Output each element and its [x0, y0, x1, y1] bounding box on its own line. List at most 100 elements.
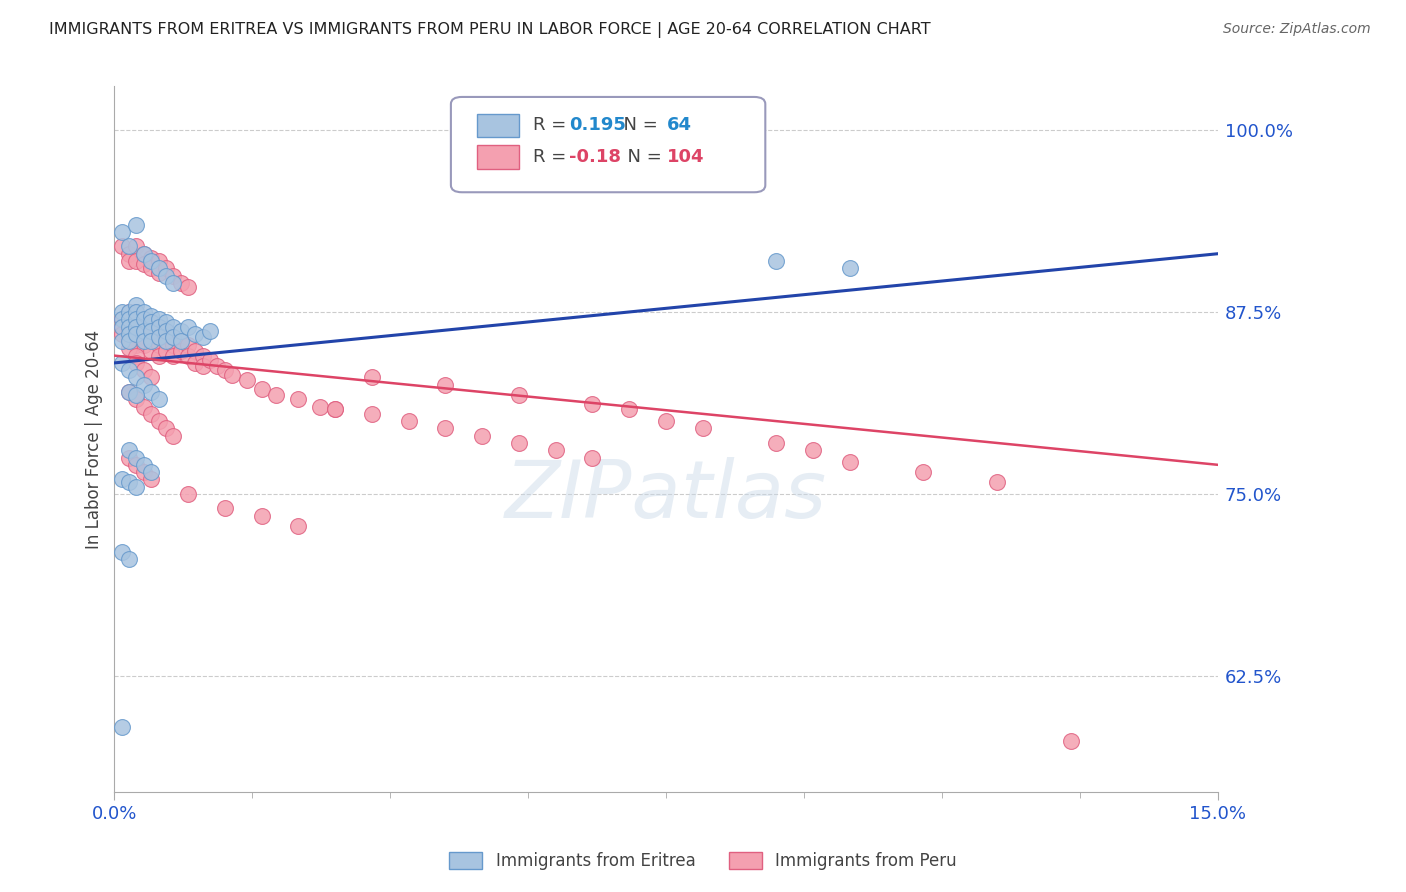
- Point: [118, 312, 141, 326]
- Point: [434, 377, 457, 392]
- Point: [125, 370, 148, 384]
- Point: [111, 334, 134, 348]
- Point: [838, 455, 860, 469]
- Point: [141, 315, 163, 329]
- Point: [132, 377, 155, 392]
- Point: [148, 414, 170, 428]
- Point: [111, 305, 134, 319]
- Point: [111, 319, 134, 334]
- Text: 0.195: 0.195: [569, 116, 626, 134]
- Point: [207, 359, 229, 373]
- Point: [111, 326, 134, 341]
- Point: [141, 261, 163, 276]
- Point: [912, 465, 935, 479]
- Point: [309, 400, 332, 414]
- Point: [118, 239, 141, 253]
- Point: [118, 384, 141, 399]
- Point: [118, 363, 141, 377]
- Point: [118, 246, 141, 260]
- Point: [148, 349, 170, 363]
- Point: [148, 326, 170, 341]
- Text: R =: R =: [533, 116, 571, 134]
- Point: [287, 392, 309, 407]
- Point: [141, 465, 163, 479]
- Point: [250, 382, 273, 396]
- Point: [162, 276, 184, 290]
- Point: [132, 334, 155, 348]
- Point: [191, 329, 214, 343]
- Point: [581, 450, 603, 465]
- Point: [155, 344, 177, 359]
- Point: [360, 407, 382, 421]
- Point: [118, 324, 141, 338]
- Point: [148, 319, 170, 334]
- Point: [132, 319, 155, 334]
- Point: [184, 356, 207, 370]
- Text: 64: 64: [666, 116, 692, 134]
- Point: [141, 334, 163, 348]
- Text: IMMIGRANTS FROM ERITREA VS IMMIGRANTS FROM PERU IN LABOR FORCE | AGE 20-64 CORRE: IMMIGRANTS FROM ERITREA VS IMMIGRANTS FR…: [49, 22, 931, 38]
- Point: [125, 312, 148, 326]
- Point: [125, 458, 148, 472]
- Point: [118, 342, 141, 356]
- Point: [118, 334, 141, 348]
- Point: [125, 239, 148, 253]
- Point: [169, 344, 191, 359]
- Point: [125, 218, 148, 232]
- Point: [169, 324, 191, 338]
- Point: [141, 310, 163, 324]
- Point: [162, 428, 184, 442]
- Point: [132, 363, 155, 377]
- Point: [111, 312, 134, 326]
- Point: [184, 326, 207, 341]
- Point: [132, 465, 155, 479]
- Point: [118, 450, 141, 465]
- Point: [508, 436, 530, 450]
- Point: [191, 359, 214, 373]
- Point: [177, 319, 200, 334]
- Point: [125, 329, 148, 343]
- Legend: Immigrants from Eritrea, Immigrants from Peru: Immigrants from Eritrea, Immigrants from…: [443, 845, 963, 877]
- Point: [118, 475, 141, 490]
- Text: N =: N =: [616, 148, 668, 166]
- Point: [801, 443, 824, 458]
- Point: [148, 319, 170, 334]
- Point: [111, 312, 134, 326]
- Point: [434, 421, 457, 435]
- Point: [125, 298, 148, 312]
- Point: [111, 720, 134, 734]
- Point: [1059, 734, 1081, 748]
- Point: [619, 402, 641, 417]
- Point: [398, 414, 420, 428]
- Point: [111, 472, 134, 486]
- Point: [692, 421, 714, 435]
- Point: [838, 261, 860, 276]
- Point: [250, 508, 273, 523]
- Point: [125, 392, 148, 407]
- Point: [125, 349, 148, 363]
- Point: [162, 268, 184, 283]
- Point: [141, 384, 163, 399]
- Point: [177, 280, 200, 294]
- Point: [111, 356, 134, 370]
- Point: [155, 324, 177, 338]
- Point: [765, 254, 787, 268]
- Point: [148, 266, 170, 280]
- Point: [214, 501, 236, 516]
- Point: [132, 400, 155, 414]
- Point: [148, 329, 170, 343]
- Point: [198, 324, 221, 338]
- Point: [118, 254, 141, 268]
- FancyBboxPatch shape: [478, 113, 519, 136]
- Point: [111, 319, 134, 334]
- Point: [118, 315, 141, 329]
- Point: [118, 334, 141, 348]
- Point: [155, 334, 177, 348]
- Point: [118, 319, 141, 334]
- Point: [184, 344, 207, 359]
- Point: [125, 450, 148, 465]
- Point: [148, 312, 170, 326]
- Point: [508, 388, 530, 402]
- FancyBboxPatch shape: [451, 97, 765, 193]
- Point: [177, 349, 200, 363]
